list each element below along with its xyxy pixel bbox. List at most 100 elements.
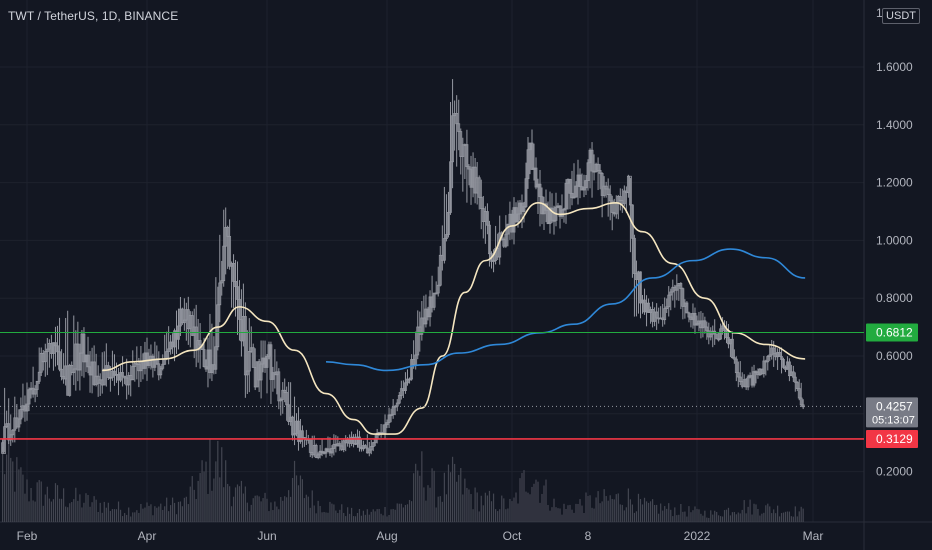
candle-body	[730, 338, 734, 359]
candle-body	[391, 406, 395, 416]
candle-body	[7, 423, 11, 441]
candle-body	[113, 370, 116, 376]
candle-body	[68, 365, 72, 396]
candle-body	[801, 404, 805, 408]
candle-body	[618, 196, 622, 201]
y-tick-label: 0.8000	[876, 291, 913, 305]
candle-body	[799, 397, 803, 406]
candle-body	[92, 361, 96, 385]
candle-body	[590, 149, 594, 172]
candle-body	[216, 304, 220, 348]
candle-body	[457, 123, 461, 132]
candle-body	[578, 174, 582, 188]
candle-body	[182, 319, 186, 324]
candle-body	[358, 436, 361, 448]
candle-body	[202, 349, 206, 367]
candle-body	[486, 211, 489, 226]
candle-body	[762, 360, 766, 374]
candle-body	[534, 167, 538, 188]
candle-body	[58, 351, 61, 370]
candle-body	[797, 388, 801, 399]
candle-body	[17, 418, 21, 428]
candle-body	[596, 163, 600, 171]
candle-body	[447, 211, 450, 235]
candle-body	[279, 398, 283, 402]
candle-body	[167, 348, 171, 352]
candle-countdown-label: 05:13:07	[872, 414, 915, 426]
candle-body	[506, 223, 510, 235]
candle-body	[60, 368, 63, 377]
candle-body	[106, 365, 110, 378]
candle-body	[159, 367, 163, 376]
candle-body	[342, 440, 346, 450]
candle-body	[752, 371, 756, 386]
candle-body	[574, 185, 578, 198]
y-tick-label: 1.6000	[876, 60, 913, 74]
candle-body	[25, 403, 29, 412]
candle-body	[269, 344, 273, 380]
currency-badge[interactable]: USDT	[882, 8, 920, 24]
current-price-tag	[866, 397, 918, 428]
candle-body	[155, 359, 159, 365]
candle-body	[236, 286, 239, 300]
candle-body	[408, 378, 411, 381]
candle-body	[234, 281, 237, 288]
candle-body	[604, 185, 608, 190]
candle-body	[271, 372, 275, 380]
candle-body	[56, 345, 59, 353]
y-tick-label: 1.4000	[876, 118, 913, 132]
candle-body	[332, 443, 336, 449]
candle-body	[228, 236, 232, 267]
candle-body	[780, 356, 783, 360]
candle-body	[524, 178, 528, 207]
candle-body	[161, 363, 165, 369]
candle-body	[768, 354, 772, 357]
candle-body	[663, 308, 667, 321]
symbol-title[interactable]: TWT / TetherUS, 1D, BINANCE	[8, 9, 179, 23]
candle-body	[33, 389, 37, 395]
candle-body	[633, 237, 636, 274]
candle-body	[600, 172, 604, 196]
candle-body	[338, 443, 342, 447]
candle-body	[610, 200, 614, 213]
candle-body	[586, 162, 590, 181]
x-tick-label: Aug	[376, 529, 397, 543]
candle-body	[465, 144, 469, 168]
candle-body	[681, 288, 685, 307]
candle-body	[667, 294, 671, 308]
candle-body	[39, 352, 43, 373]
candle-body	[516, 213, 520, 223]
candle-body	[352, 436, 355, 444]
candle-body	[782, 359, 785, 368]
candle-body	[416, 326, 420, 356]
candle-body	[622, 190, 626, 205]
candle-body	[406, 378, 409, 384]
candle-body	[82, 333, 86, 363]
candle-body	[709, 333, 713, 338]
candle-body	[451, 115, 454, 163]
candle-body	[291, 416, 294, 436]
x-tick-label: Jun	[257, 529, 276, 543]
candle-body	[320, 450, 324, 453]
candle-body	[35, 380, 39, 390]
candle-body	[459, 131, 463, 157]
candle-body	[277, 371, 281, 402]
candle-body	[449, 161, 452, 213]
x-tick-label: 2022	[684, 529, 711, 543]
candle-body	[19, 409, 23, 420]
candle-body	[538, 183, 542, 198]
candle-body	[568, 178, 572, 194]
candle-body	[492, 260, 495, 262]
x-tick-label: Oct	[503, 529, 522, 543]
candle-body	[369, 446, 373, 451]
candle-body	[214, 346, 218, 370]
candle-body	[526, 149, 530, 180]
candle-body	[695, 323, 699, 326]
candle-body	[550, 207, 554, 221]
candle-body	[127, 375, 131, 386]
candle-body	[738, 376, 742, 382]
candle-body	[665, 306, 669, 309]
